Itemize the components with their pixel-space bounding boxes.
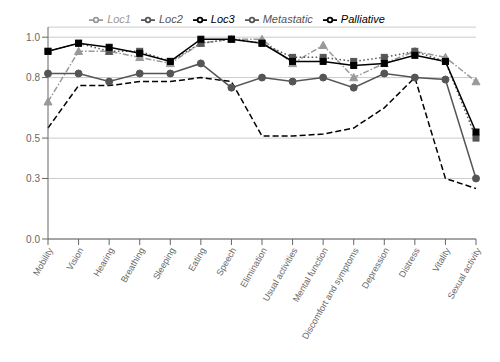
svg-text:Depression: Depression (360, 246, 391, 290)
html-text:Loc3: Loc3 (210, 13, 235, 25)
svg-text:Distress: Distress (397, 246, 422, 280)
svg-text:Breathing: Breathing (119, 246, 147, 284)
svg-text:Sleeping: Sleeping (151, 246, 177, 281)
svg-text:0.0: 0.0 (26, 234, 40, 245)
svg-text:Vision: Vision (65, 246, 86, 272)
svg-text:0.8: 0.8 (26, 72, 40, 83)
svg-text:Mental function: Mental function (290, 246, 331, 304)
svg-text:0.3: 0.3 (26, 173, 40, 184)
svg-text:Hearing: Hearing (92, 246, 116, 278)
svg-text:1.0: 1.0 (26, 32, 40, 43)
html-text:Loc1: Loc1 (107, 13, 131, 25)
svg-text:Sexual activity: Sexual activity (446, 246, 484, 301)
svg-text:Vitality: Vitality (431, 246, 453, 274)
html-text:Palliative: Palliative (340, 13, 385, 25)
html-text:Loc2: Loc2 (159, 13, 183, 25)
svg-text:0.5: 0.5 (26, 133, 40, 144)
html-text:Metastatic: Metastatic (262, 13, 313, 25)
svg-text:Mobility: Mobility (31, 246, 55, 278)
svg-text:Usual activities: Usual activities (260, 246, 300, 303)
svg-text:Eating: Eating (186, 246, 207, 273)
svg-text:Discomfort and symptoms: Discomfort and symptoms (300, 246, 361, 342)
svg-text:Elimination: Elimination (238, 246, 269, 289)
svg-text:Speech: Speech (214, 246, 238, 277)
